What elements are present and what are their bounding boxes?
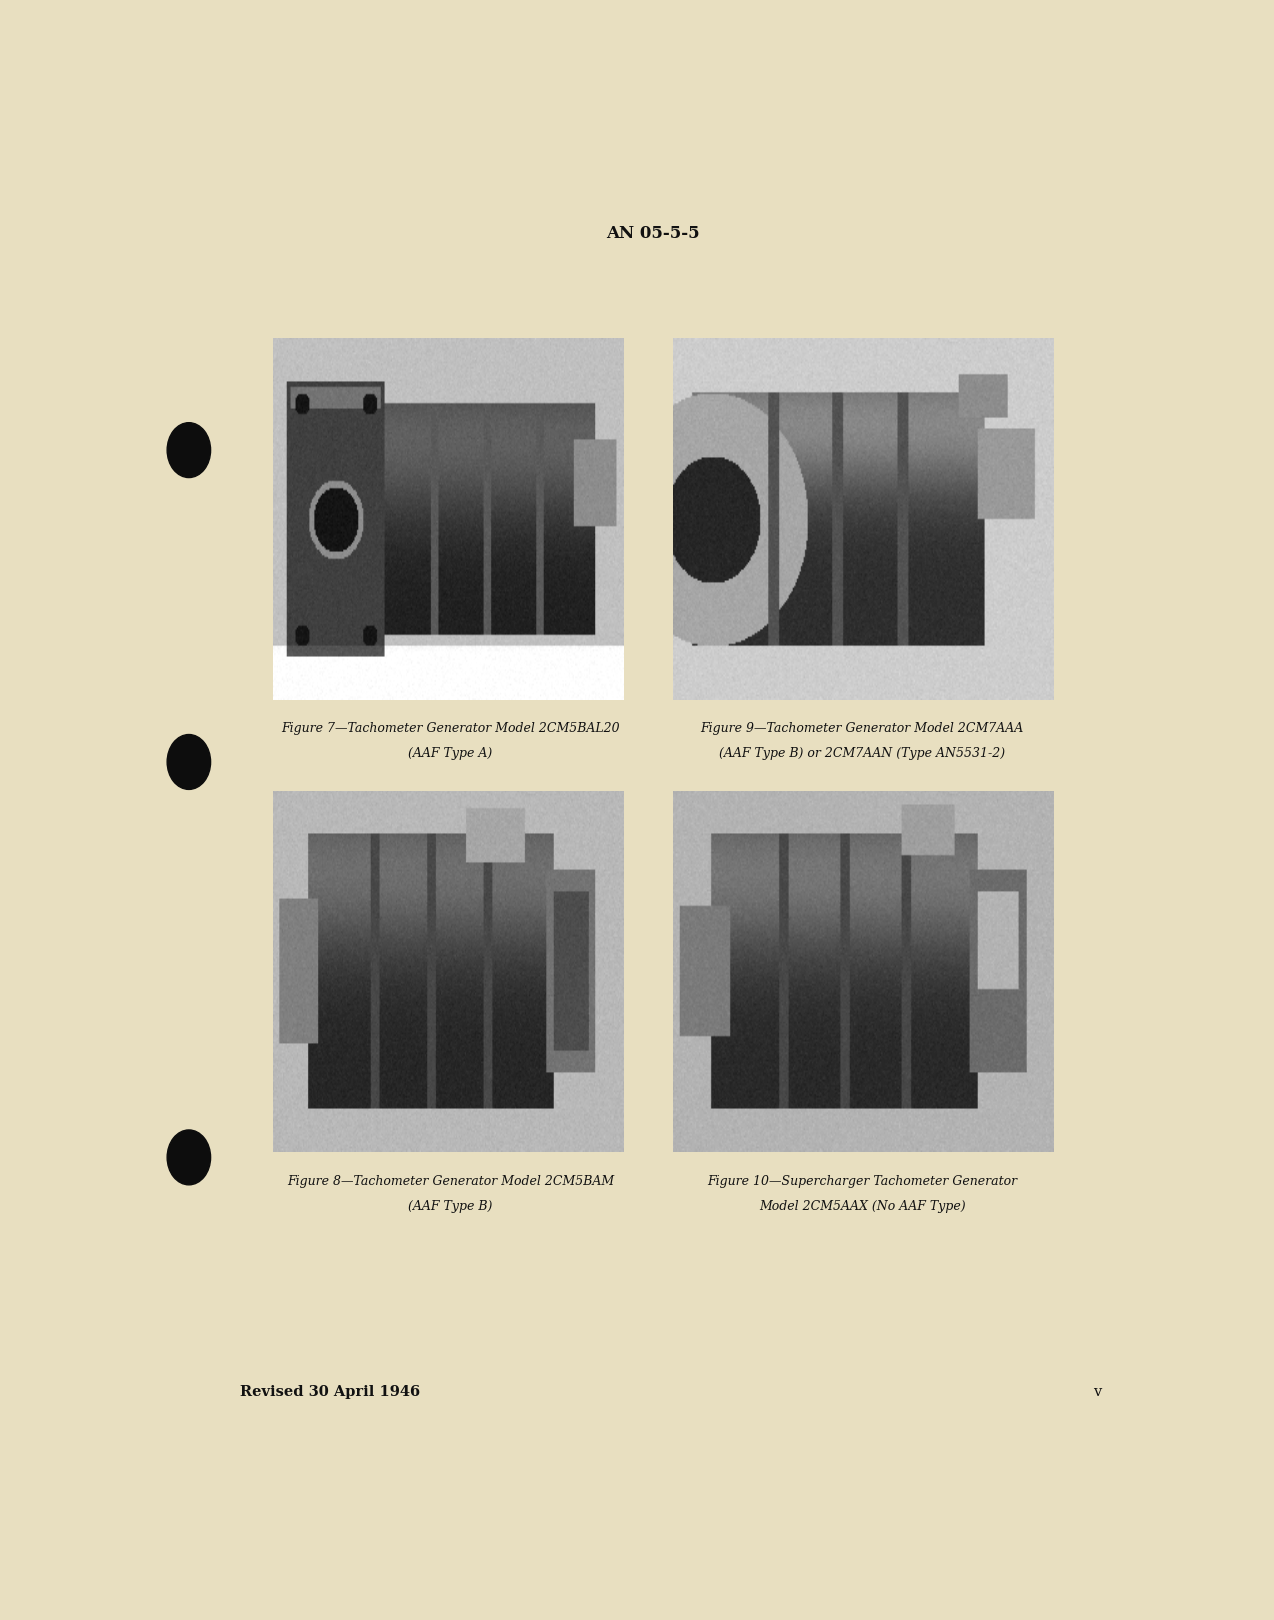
Text: (AAF Type B): (AAF Type B) bbox=[409, 1200, 493, 1213]
Text: (AAF Type B) or 2CM7AAN (Type AN5531-2): (AAF Type B) or 2CM7AAN (Type AN5531-2) bbox=[720, 747, 1005, 760]
Text: AN 05-5-5: AN 05-5-5 bbox=[606, 225, 699, 243]
Circle shape bbox=[167, 423, 210, 478]
Text: Model 2CM5AAX (No AAF Type): Model 2CM5AAX (No AAF Type) bbox=[759, 1200, 966, 1213]
Text: (AAF Type A): (AAF Type A) bbox=[409, 747, 493, 760]
Text: Figure 9—Tachometer Generator Model 2CM7AAA: Figure 9—Tachometer Generator Model 2CM7… bbox=[701, 723, 1024, 735]
Text: Figure 7—Tachometer Generator Model 2CM5BAL20: Figure 7—Tachometer Generator Model 2CM5… bbox=[282, 723, 620, 735]
Circle shape bbox=[167, 734, 210, 789]
Text: v: v bbox=[1093, 1385, 1101, 1400]
Text: Figure 10—Supercharger Tachometer Generator: Figure 10—Supercharger Tachometer Genera… bbox=[707, 1174, 1018, 1187]
Text: Figure 8—Tachometer Generator Model 2CM5BAM: Figure 8—Tachometer Generator Model 2CM5… bbox=[287, 1174, 614, 1187]
Text: Revised 30 April 1946: Revised 30 April 1946 bbox=[241, 1385, 420, 1400]
Circle shape bbox=[167, 1131, 210, 1184]
